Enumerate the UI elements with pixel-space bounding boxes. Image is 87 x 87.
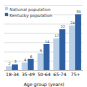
- svg-text:30: 30: [76, 10, 81, 14]
- svg-text:22: 22: [61, 25, 66, 29]
- svg-text:4: 4: [24, 58, 27, 62]
- svg-text:14: 14: [45, 40, 50, 44]
- svg-text:2: 2: [8, 62, 10, 66]
- svg-text:Age group (years): Age group (years): [24, 82, 65, 87]
- svg-text:75+: 75+: [71, 72, 81, 77]
- svg-text:National population: National population: [10, 7, 51, 12]
- svg-text:18-34: 18-34: [6, 72, 19, 77]
- svg-text:35-49: 35-49: [22, 72, 35, 77]
- svg-text:24: 24: [70, 21, 75, 25]
- svg-text:3: 3: [14, 60, 16, 64]
- svg-text:Kentucky population: Kentucky population: [10, 13, 53, 18]
- svg-text:65-74: 65-74: [53, 72, 66, 77]
- svg-text:6: 6: [30, 55, 33, 59]
- svg-text:9: 9: [40, 49, 43, 53]
- svg-text:50-64: 50-64: [37, 72, 50, 77]
- svg-text:17: 17: [55, 34, 60, 38]
